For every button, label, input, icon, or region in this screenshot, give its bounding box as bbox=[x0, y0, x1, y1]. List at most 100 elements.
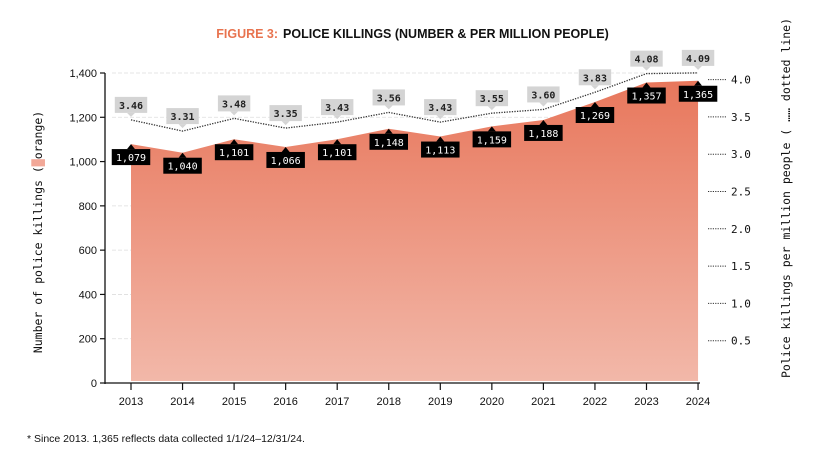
killings-data-label: 1,159 bbox=[472, 126, 512, 148]
per-million-data-label: 3.43 bbox=[424, 99, 457, 120]
killings-data-label-box bbox=[111, 149, 151, 166]
killings-data-label-pointer bbox=[384, 128, 393, 134]
killings-data-label: 1,357 bbox=[627, 82, 666, 104]
per-million-data-label: 3.43 bbox=[321, 99, 354, 120]
killings-data-label-pointer bbox=[127, 144, 135, 150]
x-tick-label: 2024 bbox=[686, 396, 710, 408]
left-tick-label: 800 bbox=[79, 201, 97, 213]
per-million-data-label-text: 3.60 bbox=[531, 90, 555, 101]
right-tick-label: 1.0 bbox=[731, 297, 751, 310]
per-million-data-label-pointer bbox=[230, 111, 239, 116]
killings-data-label-pointer bbox=[333, 139, 342, 145]
killings-data-label-text: 1,188 bbox=[528, 129, 558, 140]
per-million-data-label-box bbox=[372, 89, 405, 106]
killings-data-label-box bbox=[421, 141, 460, 158]
per-million-data-label-text: 3.46 bbox=[119, 101, 143, 112]
killings-data-label-text: 1,079 bbox=[116, 153, 146, 164]
x-tick-label: 2016 bbox=[273, 396, 297, 408]
per-million-data-label-pointer bbox=[281, 121, 290, 126]
per-million-data-label-pointer bbox=[178, 124, 187, 129]
x-tick-label: 2017 bbox=[325, 396, 349, 408]
figure-label: FIGURE 3: bbox=[216, 27, 279, 41]
killings-data-label-box bbox=[317, 144, 357, 161]
per-million-data-label-pointer bbox=[694, 65, 703, 70]
data-labels: 1,079 1,040 1,101 1,066 1,101 1,148 1,113 1,159… bbox=[111, 49, 718, 174]
per-million-data-label-text: 3.83 bbox=[583, 73, 607, 84]
per-million-data-label-text: 4.09 bbox=[686, 54, 710, 65]
killings-data-label-pointer bbox=[178, 152, 187, 158]
per-million-data-label: 3.60 bbox=[527, 86, 560, 107]
killings-data-label-text: 1,148 bbox=[374, 138, 404, 149]
killings-data-label-pointer bbox=[487, 126, 496, 132]
left-axis-label: Number of police killings (█orange) bbox=[31, 111, 45, 353]
killings-data-label: 1,040 bbox=[163, 152, 202, 174]
killings-data-label-text: 1,101 bbox=[322, 148, 352, 159]
per-million-data-label-box bbox=[114, 96, 148, 113]
killings-data-label-box bbox=[678, 85, 718, 102]
per-million-data-label-pointer bbox=[333, 115, 342, 120]
left-tick-label: 0 bbox=[91, 378, 97, 390]
killings-data-label-text: 1,066 bbox=[271, 156, 301, 167]
killings-area bbox=[131, 80, 699, 381]
left-tick-label: 600 bbox=[79, 245, 97, 257]
killings-data-label: 1,365 bbox=[678, 80, 718, 102]
right-tick-label: 2.0 bbox=[731, 223, 751, 236]
killings-data-label: 1,148 bbox=[369, 128, 408, 150]
killings-data-label-pointer bbox=[281, 146, 290, 152]
killings-data-label-box bbox=[266, 151, 305, 168]
per-million-data-label-pointer bbox=[384, 105, 393, 110]
x-tick-label: 2023 bbox=[634, 396, 658, 408]
killings-data-label-text: 1,159 bbox=[477, 135, 507, 146]
per-million-data-label-box bbox=[269, 105, 302, 122]
killings-data-label: 1,066 bbox=[266, 146, 305, 168]
chart: 0 200 400 600 800 1,000 1,200 1,400 2013 2014 2015… bbox=[31, 18, 793, 408]
footnote: * Since 2013. 1,365 reflects data collec… bbox=[27, 433, 305, 445]
chart-title: FIGURE 3: POLICE KILLINGS (NUMBER & PER M… bbox=[0, 27, 825, 41]
x-tick-label: 2013 bbox=[119, 396, 143, 408]
killings-data-label: 1,269 bbox=[575, 102, 615, 124]
per-million-data-label: 3.31 bbox=[166, 108, 199, 129]
x-tick-label: 2019 bbox=[428, 396, 452, 408]
killings-data-label-text: 1,269 bbox=[580, 111, 610, 122]
right-tick-label: 2.5 bbox=[731, 186, 751, 199]
x-tick-label: 2020 bbox=[480, 396, 504, 408]
per-million-data-label-text: 4.08 bbox=[634, 55, 658, 66]
per-million-data-label-box bbox=[166, 108, 199, 125]
per-million-data-label-text: 3.43 bbox=[428, 103, 452, 114]
per-million-data-label-box bbox=[217, 95, 251, 112]
per-million-data-label-pointer bbox=[436, 115, 445, 120]
axes: 0 200 400 600 800 1,000 1,200 1,400 2013 2014 2015… bbox=[69, 68, 750, 408]
x-tick-label: 2014 bbox=[170, 396, 194, 408]
right-tick-label: 3.5 bbox=[731, 111, 751, 124]
per-million-data-label-box bbox=[578, 69, 612, 86]
per-million-data-label: 3.83 bbox=[578, 69, 612, 90]
killings-data-label-text: 1,357 bbox=[631, 92, 661, 103]
per-million-data-label: 3.48 bbox=[217, 95, 251, 116]
killings-data-label-box bbox=[524, 124, 563, 141]
per-million-data-label-pointer bbox=[539, 102, 548, 107]
x-tick-label: 2018 bbox=[377, 396, 401, 408]
per-million-line bbox=[130, 72, 699, 132]
killings-data-label-box bbox=[472, 131, 512, 148]
killings-data-label-box bbox=[575, 107, 615, 124]
right-tick-label: 0.5 bbox=[731, 335, 751, 348]
per-million-data-label-box bbox=[424, 99, 457, 116]
killings-data-label-text: 1,365 bbox=[683, 90, 713, 101]
killings-data-label-text: 1,040 bbox=[167, 162, 197, 173]
figure-title: POLICE KILLINGS (NUMBER & PER MILLION PE… bbox=[283, 27, 609, 41]
killings-data-label-pointer bbox=[436, 136, 445, 142]
killings-data-label-box bbox=[163, 157, 202, 174]
per-million-data-label: 3.56 bbox=[372, 89, 405, 110]
x-tick-label: 2015 bbox=[222, 396, 246, 408]
left-tick-label: 1,200 bbox=[69, 112, 97, 124]
per-million-data-label-text: 3.43 bbox=[325, 103, 349, 114]
per-million-data-label: 4.08 bbox=[630, 50, 663, 71]
per-million-data-label-box bbox=[475, 90, 509, 107]
per-million-data-label: 3.35 bbox=[269, 105, 302, 126]
per-million-data-label-text: 3.56 bbox=[377, 93, 401, 104]
area-series bbox=[131, 80, 699, 381]
left-tick-label: 1,400 bbox=[69, 68, 97, 80]
per-million-data-label-box bbox=[527, 86, 560, 103]
per-million-data-label-pointer bbox=[127, 112, 135, 117]
per-million-data-label: 3.46 bbox=[114, 96, 148, 117]
